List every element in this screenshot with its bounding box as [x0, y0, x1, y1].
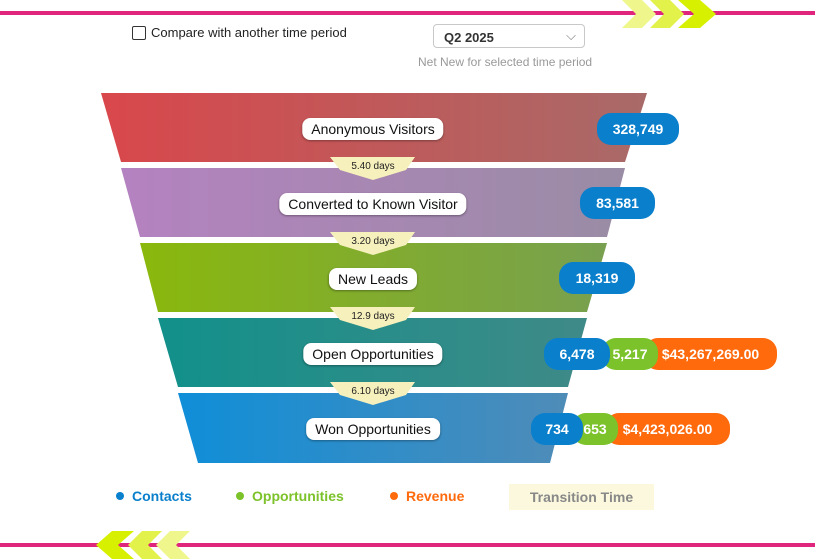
- transition-arrow-2: [330, 232, 415, 255]
- opportunities-pill: 5,217: [602, 338, 658, 370]
- transition-arrow-3: [330, 307, 415, 330]
- period-value: Q2 2025: [444, 30, 494, 45]
- bottom-accent-line: [0, 543, 815, 547]
- opportunities-dot-icon: [236, 492, 244, 500]
- legend: Contacts Opportunities Revenue Transitio…: [0, 484, 815, 510]
- contacts-pill: 18,319: [559, 262, 635, 294]
- compare-label: Compare with another time period: [151, 25, 347, 40]
- forward-chevrons-icon: [622, 0, 716, 28]
- chevron-down-icon: ⌵: [566, 28, 576, 43]
- contacts-pill: 6,478: [544, 338, 610, 370]
- transition-time-2: 3.20 days: [351, 236, 395, 247]
- transition-time-4: 6.10 days: [351, 386, 395, 397]
- compare-checkbox-row[interactable]: Compare with another time period: [132, 25, 347, 40]
- transition-arrow-4: [330, 382, 415, 405]
- transition-arrow-1: [330, 157, 415, 180]
- top-accent-line: [0, 11, 815, 15]
- revenue-pill: $4,423,026.00: [605, 413, 730, 445]
- stage-label-won-opps: Won Opportunities: [306, 418, 440, 440]
- transition-time-1: 5.40 days: [351, 161, 395, 172]
- contacts-pill: 83,581: [580, 187, 655, 219]
- contacts-pill: 328,749: [597, 113, 679, 145]
- contacts-pill: 734: [531, 413, 583, 445]
- revenue-pill: $43,267,269.00: [644, 338, 777, 370]
- transition-time-3: 12.9 days: [351, 311, 395, 322]
- stage-label-anonymous: Anonymous Visitors: [302, 118, 444, 140]
- period-subcaption: Net New for selected time period: [418, 55, 593, 69]
- contacts-dot-icon: [116, 492, 124, 500]
- legend-revenue: Revenue: [390, 488, 464, 504]
- legend-contacts-label: Contacts: [132, 488, 192, 504]
- stage-label-leads: New Leads: [328, 268, 418, 290]
- revenue-dot-icon: [390, 492, 398, 500]
- legend-contacts: Contacts: [116, 488, 192, 504]
- back-chevrons-icon: [96, 531, 190, 559]
- stage-label-open-opps: Open Opportunities: [303, 343, 443, 365]
- legend-opportunities: Opportunities: [236, 488, 344, 504]
- legend-opportunities-label: Opportunities: [252, 488, 344, 504]
- legend-revenue-label: Revenue: [406, 488, 465, 504]
- compare-checkbox[interactable]: [132, 25, 146, 40]
- legend-transition-time: Transition Time: [509, 484, 654, 510]
- period-select[interactable]: Q2 2025 ⌵: [433, 24, 585, 48]
- stage-label-known: Converted to Known Visitor: [279, 193, 467, 215]
